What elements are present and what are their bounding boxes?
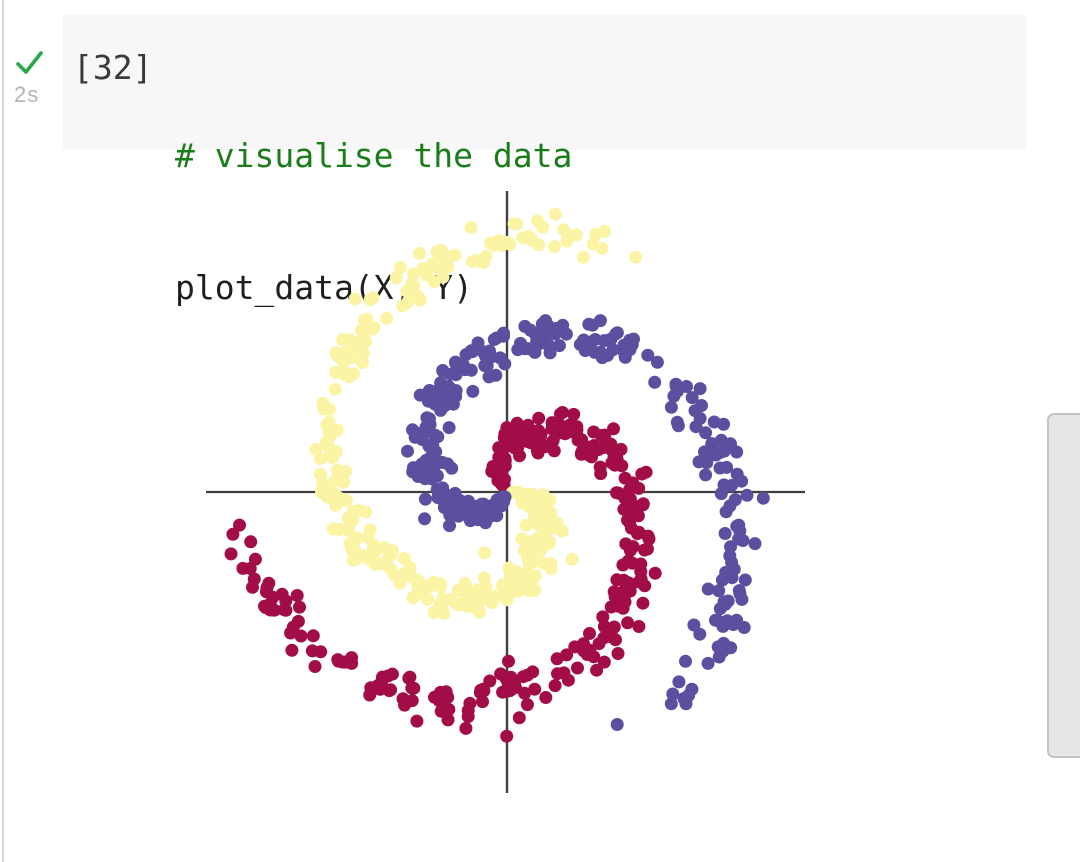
scatter-series-class-0 <box>224 406 662 743</box>
check-icon[interactable] <box>12 46 46 78</box>
code-editor[interactable]: # visualise the data plot_data(X, Y) <box>175 46 1080 398</box>
vertical-scrollbar-thumb[interactable] <box>1047 413 1080 758</box>
page-left-border <box>2 0 4 862</box>
cell-gutter: 2s <box>12 46 60 108</box>
scatter-series-class-1 <box>309 207 643 620</box>
execution-count: [32] <box>73 48 153 87</box>
scatter-series-class-2 <box>401 314 770 731</box>
execution-time-label: 2s <box>14 82 40 107</box>
code-line-comment: # visualise the data <box>175 136 573 175</box>
code-cell[interactable]: [32] # visualise the data plot_data(X, Y… <box>63 15 1026 307</box>
